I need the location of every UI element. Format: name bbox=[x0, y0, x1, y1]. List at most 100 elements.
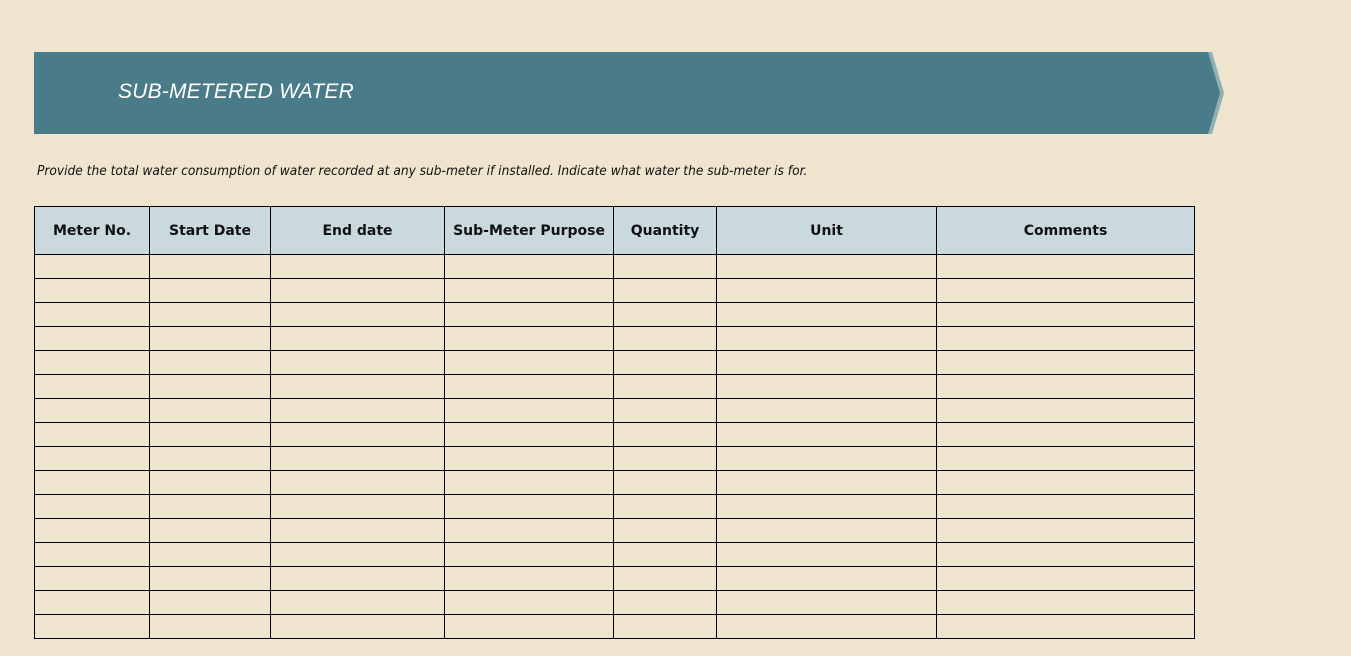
cell-end-date[interactable] bbox=[270, 494, 445, 519]
cell-end-date[interactable] bbox=[270, 566, 445, 591]
cell-meter-no[interactable] bbox=[34, 590, 150, 615]
cell-meter-no[interactable] bbox=[34, 542, 150, 567]
cell-meter-no[interactable] bbox=[34, 566, 150, 591]
cell-quantity[interactable] bbox=[613, 494, 717, 519]
cell-start-date[interactable] bbox=[149, 494, 271, 519]
cell-comments[interactable] bbox=[936, 302, 1195, 327]
cell-sub-meter-purpose[interactable] bbox=[444, 254, 614, 279]
cell-quantity[interactable] bbox=[613, 374, 717, 399]
cell-meter-no[interactable] bbox=[34, 278, 150, 303]
cell-sub-meter-purpose[interactable] bbox=[444, 278, 614, 303]
cell-comments[interactable] bbox=[936, 542, 1195, 567]
cell-meter-no[interactable] bbox=[34, 374, 150, 399]
cell-unit[interactable] bbox=[716, 350, 937, 375]
cell-comments[interactable] bbox=[936, 470, 1195, 495]
cell-unit[interactable] bbox=[716, 590, 937, 615]
cell-end-date[interactable] bbox=[270, 446, 445, 471]
cell-unit[interactable] bbox=[716, 302, 937, 327]
cell-meter-no[interactable] bbox=[34, 614, 150, 639]
cell-start-date[interactable] bbox=[149, 470, 271, 495]
cell-end-date[interactable] bbox=[270, 254, 445, 279]
cell-quantity[interactable] bbox=[613, 254, 717, 279]
cell-end-date[interactable] bbox=[270, 350, 445, 375]
cell-sub-meter-purpose[interactable] bbox=[444, 494, 614, 519]
cell-start-date[interactable] bbox=[149, 350, 271, 375]
cell-unit[interactable] bbox=[716, 614, 937, 639]
cell-comments[interactable] bbox=[936, 614, 1195, 639]
cell-sub-meter-purpose[interactable] bbox=[444, 542, 614, 567]
cell-comments[interactable] bbox=[936, 278, 1195, 303]
cell-quantity[interactable] bbox=[613, 614, 717, 639]
cell-unit[interactable] bbox=[716, 518, 937, 543]
cell-meter-no[interactable] bbox=[34, 398, 150, 423]
cell-meter-no[interactable] bbox=[34, 350, 150, 375]
cell-sub-meter-purpose[interactable] bbox=[444, 590, 614, 615]
cell-unit[interactable] bbox=[716, 542, 937, 567]
cell-start-date[interactable] bbox=[149, 278, 271, 303]
cell-quantity[interactable] bbox=[613, 278, 717, 303]
cell-sub-meter-purpose[interactable] bbox=[444, 446, 614, 471]
cell-quantity[interactable] bbox=[613, 350, 717, 375]
cell-sub-meter-purpose[interactable] bbox=[444, 350, 614, 375]
cell-sub-meter-purpose[interactable] bbox=[444, 518, 614, 543]
cell-start-date[interactable] bbox=[149, 254, 271, 279]
cell-quantity[interactable] bbox=[613, 542, 717, 567]
cell-quantity[interactable] bbox=[613, 446, 717, 471]
cell-meter-no[interactable] bbox=[34, 254, 150, 279]
cell-unit[interactable] bbox=[716, 326, 937, 351]
cell-start-date[interactable] bbox=[149, 326, 271, 351]
cell-end-date[interactable] bbox=[270, 518, 445, 543]
cell-quantity[interactable] bbox=[613, 470, 717, 495]
cell-end-date[interactable] bbox=[270, 398, 445, 423]
cell-start-date[interactable] bbox=[149, 566, 271, 591]
cell-end-date[interactable] bbox=[270, 374, 445, 399]
cell-unit[interactable] bbox=[716, 470, 937, 495]
cell-comments[interactable] bbox=[936, 374, 1195, 399]
cell-unit[interactable] bbox=[716, 278, 937, 303]
cell-sub-meter-purpose[interactable] bbox=[444, 302, 614, 327]
cell-start-date[interactable] bbox=[149, 614, 271, 639]
cell-end-date[interactable] bbox=[270, 326, 445, 351]
cell-end-date[interactable] bbox=[270, 542, 445, 567]
cell-sub-meter-purpose[interactable] bbox=[444, 374, 614, 399]
cell-end-date[interactable] bbox=[270, 302, 445, 327]
cell-comments[interactable] bbox=[936, 254, 1195, 279]
cell-start-date[interactable] bbox=[149, 374, 271, 399]
cell-end-date[interactable] bbox=[270, 278, 445, 303]
cell-meter-no[interactable] bbox=[34, 446, 150, 471]
cell-quantity[interactable] bbox=[613, 590, 717, 615]
cell-start-date[interactable] bbox=[149, 518, 271, 543]
cell-start-date[interactable] bbox=[149, 398, 271, 423]
cell-unit[interactable] bbox=[716, 566, 937, 591]
cell-start-date[interactable] bbox=[149, 302, 271, 327]
cell-comments[interactable] bbox=[936, 446, 1195, 471]
cell-comments[interactable] bbox=[936, 590, 1195, 615]
cell-unit[interactable] bbox=[716, 494, 937, 519]
cell-quantity[interactable] bbox=[613, 326, 717, 351]
cell-sub-meter-purpose[interactable] bbox=[444, 470, 614, 495]
cell-sub-meter-purpose[interactable] bbox=[444, 326, 614, 351]
cell-comments[interactable] bbox=[936, 398, 1195, 423]
cell-quantity[interactable] bbox=[613, 518, 717, 543]
cell-unit[interactable] bbox=[716, 254, 937, 279]
cell-end-date[interactable] bbox=[270, 590, 445, 615]
cell-unit[interactable] bbox=[716, 446, 937, 471]
cell-meter-no[interactable] bbox=[34, 470, 150, 495]
cell-comments[interactable] bbox=[936, 326, 1195, 351]
cell-end-date[interactable] bbox=[270, 614, 445, 639]
cell-sub-meter-purpose[interactable] bbox=[444, 422, 614, 447]
cell-comments[interactable] bbox=[936, 422, 1195, 447]
cell-start-date[interactable] bbox=[149, 542, 271, 567]
cell-quantity[interactable] bbox=[613, 566, 717, 591]
cell-quantity[interactable] bbox=[613, 398, 717, 423]
cell-comments[interactable] bbox=[936, 494, 1195, 519]
cell-unit[interactable] bbox=[716, 398, 937, 423]
cell-sub-meter-purpose[interactable] bbox=[444, 614, 614, 639]
cell-start-date[interactable] bbox=[149, 590, 271, 615]
cell-sub-meter-purpose[interactable] bbox=[444, 398, 614, 423]
cell-meter-no[interactable] bbox=[34, 422, 150, 447]
cell-start-date[interactable] bbox=[149, 446, 271, 471]
cell-comments[interactable] bbox=[936, 566, 1195, 591]
cell-unit[interactable] bbox=[716, 422, 937, 447]
cell-meter-no[interactable] bbox=[34, 518, 150, 543]
